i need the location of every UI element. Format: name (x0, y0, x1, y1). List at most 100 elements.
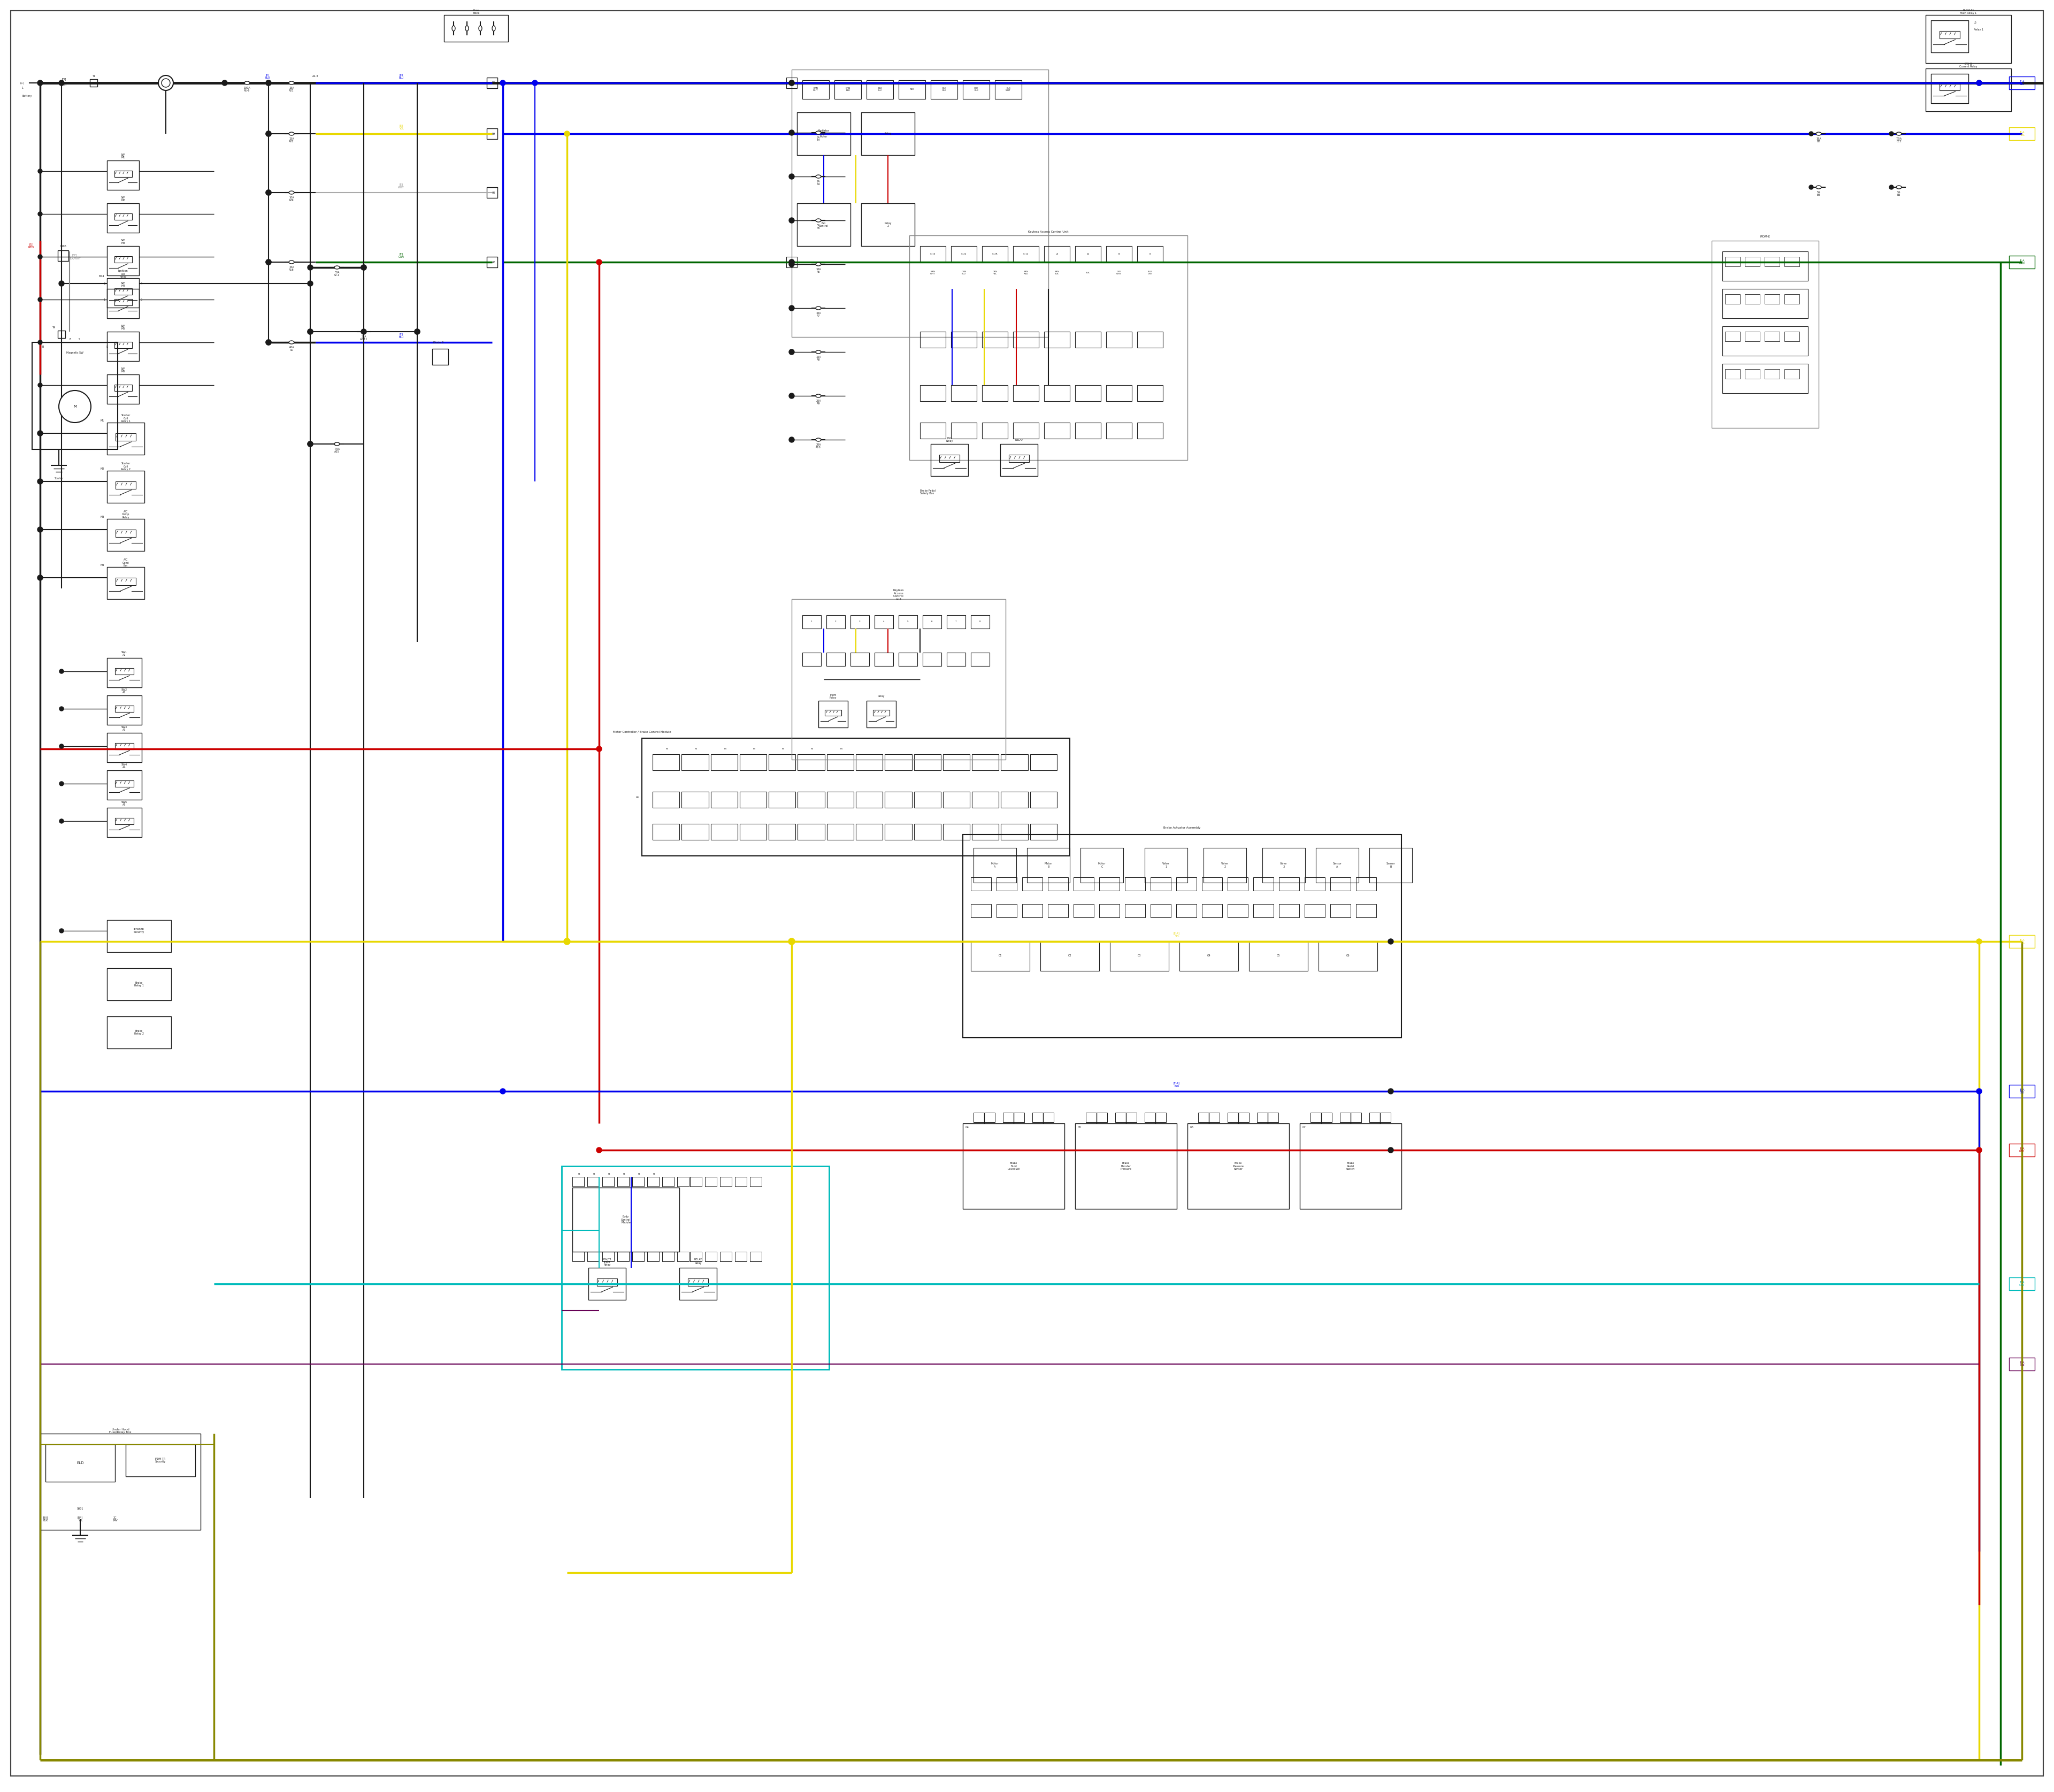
Bar (2009, 127, 2036, 140)
Bar (107, 919, 170, 952)
Circle shape (37, 430, 43, 435)
Bar (1339, 1113, 1362, 1122)
Text: Motor
B: Motor B (1045, 862, 1052, 867)
Text: 5B: 5B (791, 82, 793, 84)
Bar (922, 652, 941, 667)
Bar (115, 579, 136, 584)
Bar (1074, 332, 1101, 348)
Bar (1370, 848, 1413, 883)
Ellipse shape (290, 340, 294, 344)
Text: 60A
A1: 60A A1 (290, 346, 294, 351)
Bar (1319, 941, 1378, 971)
Text: IPDM-TR
Security: IPDM-TR Security (154, 1457, 166, 1464)
Text: Fuse
Block: Fuse Block (472, 9, 479, 14)
Text: Brake
Relay 2: Brake Relay 2 (134, 1030, 144, 1036)
Bar (41, 1434, 201, 1530)
Bar (735, 1177, 748, 1186)
Text: 20A
A2-11: 20A A2-11 (359, 335, 368, 340)
Bar (1126, 903, 1146, 918)
Text: Motor
C: Motor C (1099, 862, 1105, 867)
Bar (1257, 1113, 1278, 1122)
Text: EFS-G
Current Relay: EFS-G Current Relay (1960, 63, 1978, 68)
Bar (739, 792, 766, 808)
Bar (587, 1253, 600, 1262)
Bar (972, 824, 998, 840)
Bar (1048, 903, 1068, 918)
Bar (943, 792, 969, 808)
Bar (828, 792, 854, 808)
Text: [EE]
BLK/WHT: [EE] BLK/WHT (70, 254, 80, 260)
Bar (972, 615, 990, 629)
Bar (1317, 848, 1358, 883)
Text: M2: M2 (101, 468, 105, 471)
Bar (972, 941, 1029, 971)
Bar (115, 482, 136, 489)
Bar (1228, 903, 1249, 918)
Text: [E]
YEL: [E] YEL (398, 124, 403, 131)
Text: Magnetic SW: Magnetic SW (66, 351, 84, 355)
Bar (1000, 792, 1027, 808)
Text: 59: 59 (493, 133, 495, 134)
Bar (107, 520, 144, 550)
Bar (951, 246, 978, 262)
Bar (1744, 332, 1760, 340)
Bar (974, 848, 1017, 883)
Bar (972, 792, 998, 808)
Ellipse shape (815, 437, 822, 441)
Text: C3: C3 (1138, 955, 1142, 957)
Bar (1099, 878, 1119, 891)
Text: Brake
Booster
Pressure: Brake Booster Pressure (1119, 1161, 1132, 1170)
Bar (125, 1444, 195, 1477)
Text: Brake
Pressure
Sensor: Brake Pressure Sensor (1232, 1161, 1245, 1170)
Circle shape (789, 260, 795, 265)
Circle shape (308, 330, 312, 335)
Bar (602, 1253, 614, 1262)
Bar (963, 81, 990, 99)
Circle shape (60, 819, 64, 823)
Text: P4: P4 (665, 747, 668, 751)
Circle shape (789, 81, 795, 86)
Bar (711, 824, 737, 840)
Circle shape (265, 340, 271, 346)
Text: WHT: WHT (62, 82, 68, 86)
Text: [E-A]
YEL: [E-A] YEL (1173, 932, 1179, 937)
Bar (939, 455, 959, 462)
Ellipse shape (815, 394, 822, 398)
Circle shape (37, 254, 43, 258)
Circle shape (1976, 81, 1982, 86)
Bar (1785, 294, 1799, 305)
Bar (1280, 878, 1300, 891)
Circle shape (1976, 939, 1982, 944)
Bar (1013, 246, 1039, 262)
Bar (963, 835, 1401, 1038)
Bar (1228, 1113, 1249, 1122)
Bar (107, 808, 142, 837)
Text: Starter
Coil
Relay 1: Starter Coil Relay 1 (121, 414, 131, 423)
Circle shape (60, 668, 64, 674)
Bar (618, 1253, 629, 1262)
Bar (1253, 903, 1273, 918)
Ellipse shape (244, 81, 251, 84)
Bar (850, 652, 869, 667)
Circle shape (265, 190, 271, 195)
Bar (1099, 903, 1119, 918)
Bar (1723, 326, 1808, 357)
Bar (115, 668, 134, 674)
Bar (1300, 1124, 1401, 1210)
Bar (920, 332, 945, 348)
Text: ORN
BLK: ORN BLK (846, 88, 850, 91)
Bar (920, 246, 945, 262)
Bar (107, 1016, 170, 1048)
Bar (1370, 1113, 1391, 1122)
Bar (768, 754, 795, 771)
Ellipse shape (290, 260, 294, 263)
Bar (107, 332, 140, 360)
Bar (1029, 792, 1058, 808)
Text: 15A
A16: 15A A16 (290, 265, 294, 271)
Bar (107, 246, 140, 276)
Text: IE-A
YEL: IE-A YEL (2019, 131, 2025, 136)
Bar (1138, 423, 1163, 439)
Bar (1029, 824, 1058, 840)
Bar (2009, 1278, 2036, 1290)
Text: M1: M1 (101, 419, 105, 423)
